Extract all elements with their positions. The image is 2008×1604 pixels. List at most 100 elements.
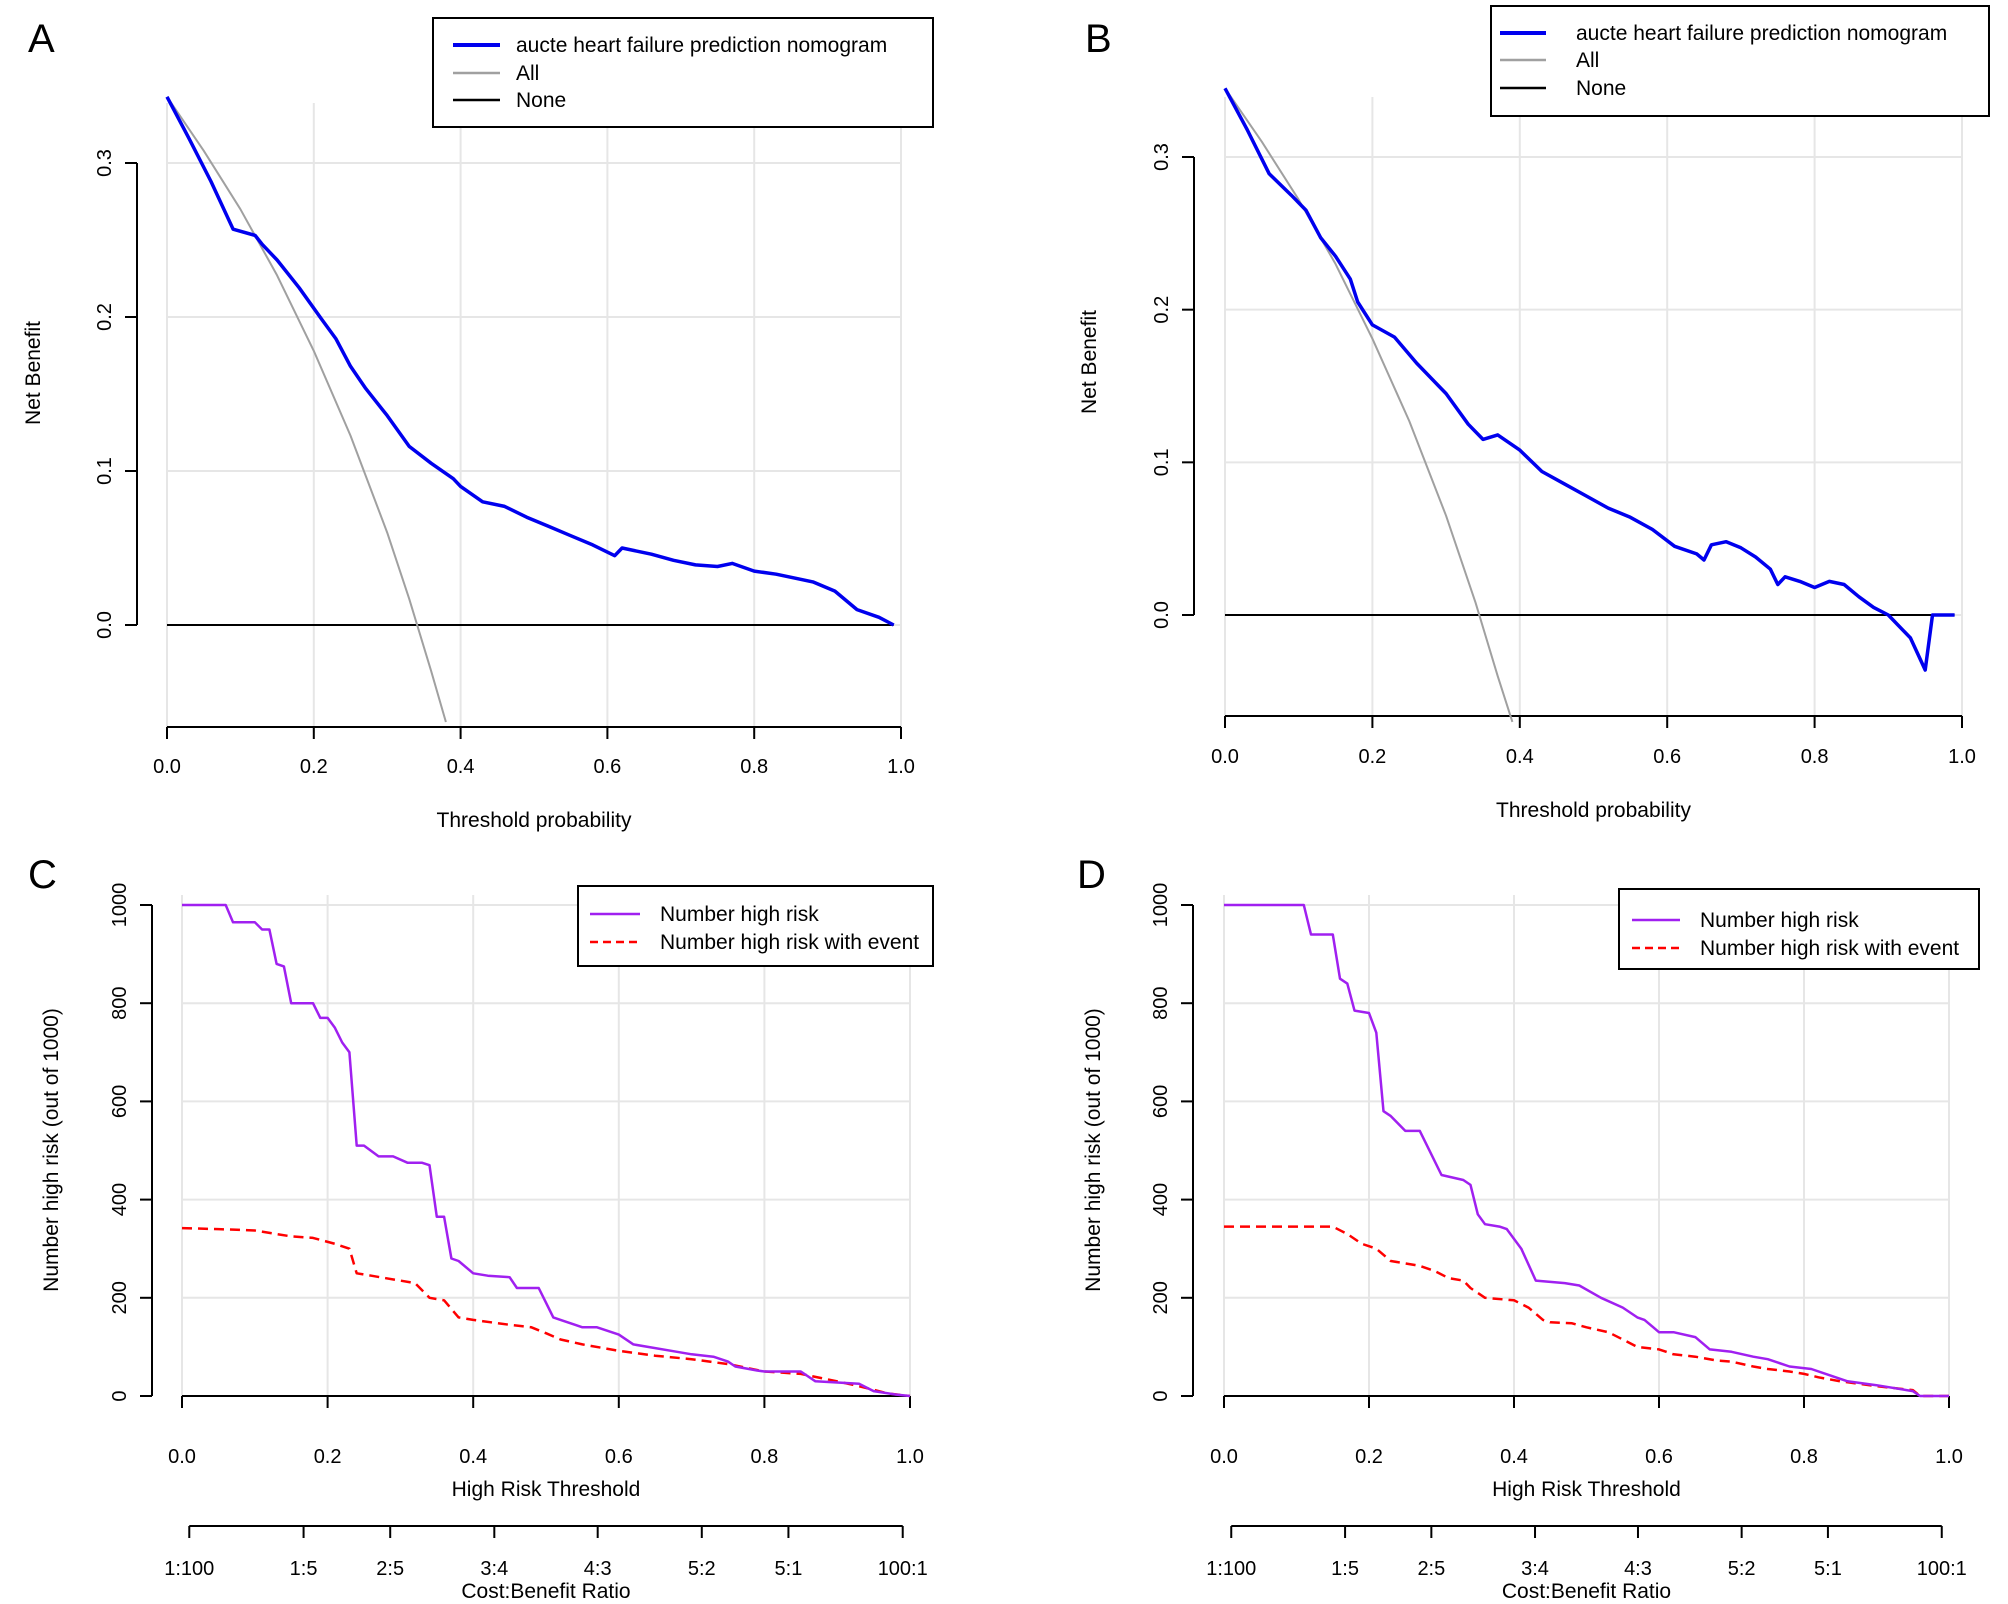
legend-box (577, 885, 934, 967)
legend-label: Number high risk (1700, 909, 1859, 932)
y-tick-label: 0.2 (1151, 296, 1173, 324)
cost-benefit-tick-label: 5:2 (1728, 1558, 1756, 1580)
legend-label: All (516, 62, 539, 85)
y-tick-label: 400 (109, 1183, 131, 1216)
x-axis-title: Threshold probability (437, 809, 632, 832)
y-tick-label: 0 (109, 1390, 131, 1401)
y-tick-label: 200 (1150, 1281, 1172, 1314)
y-tick-label: 0.2 (94, 303, 116, 331)
x-axis: 0.0 0.2 0.4 0.6 0.8 1.0 Threshold probability (153, 726, 915, 832)
y-tick-label: 0 (1150, 1390, 1172, 1401)
y-tick-label: 600 (1150, 1085, 1172, 1118)
y-tick-label: 800 (109, 987, 131, 1020)
x-tick-label: 0.8 (750, 1446, 778, 1468)
cost-benefit-tick-label: 4:3 (584, 1558, 612, 1580)
cost-benefit-tick-label: 1:5 (290, 1558, 318, 1580)
series (1224, 903, 1949, 1398)
x-tick-label: 0.8 (740, 756, 768, 778)
cost-benefit-axis-title: Cost:Benefit Ratio (461, 1580, 630, 1603)
grid (181, 895, 911, 1397)
legend-label: All (1576, 49, 1599, 72)
y-tick-label: 0.1 (94, 457, 116, 485)
x-tick-label: 0.0 (1211, 746, 1239, 768)
legend-label: Number high risk (660, 903, 819, 926)
legend-box (432, 17, 934, 128)
series-line-number-high-risk (182, 903, 911, 1398)
series-line-aucte-heart-failure-prediction-nomogram (1223, 87, 1955, 672)
x-tick-label: 0.0 (168, 1446, 196, 1468)
panel-b: B 0.0 0.1 0.2 0.3 Net Benefit 0.0 0.2 0.4 0.6 0.8 1… (1078, 5, 1990, 822)
x-axis: 0.0 0.2 0.4 0.6 0.8 1.0 Threshold probability (1211, 715, 1976, 822)
cost-benefit-tick-label: 4:3 (1624, 1558, 1652, 1580)
cost-benefit-tick-label: 5:2 (688, 1558, 716, 1580)
x-tick-label: 0.8 (1790, 1446, 1818, 1468)
cost-benefit-tick-label: 2:5 (1417, 1558, 1445, 1580)
x-axis-title: High Risk Threshold (452, 1478, 641, 1501)
grid (166, 103, 902, 733)
x-tick-label: 1.0 (887, 756, 915, 778)
x-tick-label: 0.2 (1358, 746, 1386, 768)
cost-benefit-tick-label: 5:1 (1814, 1558, 1842, 1580)
x-tick-label: 0.4 (447, 756, 475, 778)
series-line-number-high-risk (1224, 903, 1949, 1398)
cost-benefit-tick-label: 100:1 (878, 1558, 928, 1580)
y-axis: 0.0 0.1 0.2 0.3 Net Benefit (1078, 143, 1195, 629)
legend-label: None (1576, 77, 1626, 100)
series (181, 903, 911, 1398)
x-tick-label: 0.2 (300, 756, 328, 778)
legend: aucte heart failure prediction nomogram A… (432, 17, 934, 128)
y-axis: 0.0 0.1 0.2 0.3 Net Benefit (22, 149, 138, 639)
y-axis: 0 200 400 600 800 1000 Number high risk (out o… (1082, 883, 1194, 1402)
y-tick-label: 0.3 (1151, 143, 1173, 171)
y-axis-title: Number high risk (out of 1000) (40, 1008, 63, 1292)
panel-d: D 0 200 400 600 800 1000 Number high risk (out … (1077, 853, 1980, 1603)
cost-benefit-tick-label: 3:4 (1521, 1558, 1549, 1580)
y-tick-label: 0.3 (94, 149, 116, 177)
cost-benefit-tick-label: 2:5 (376, 1558, 404, 1580)
grid (1223, 895, 1950, 1397)
panel-letter: B (1085, 17, 1112, 61)
y-tick-label: 600 (109, 1085, 131, 1118)
y-axis-title: Net Benefit (1078, 310, 1101, 414)
cost-benefit-axis: 1:100 1:5 2:5 3:4 4:3 5:2 5:1 100:1 Cost:Benefit… (1206, 1525, 1967, 1603)
series-line-all (1224, 87, 1514, 723)
legend-label: None (516, 89, 566, 112)
x-tick-label: 0.8 (1801, 746, 1829, 768)
x-tick-label: 1.0 (1935, 1446, 1963, 1468)
panel-a: A 0.0 0.1 0.2 0.3 Net Benefit 0.0 0.2 0.4 0.6 0.8 1… (22, 17, 934, 832)
legend-label: Number high risk with event (1700, 937, 1959, 960)
x-tick-label: 1.0 (1948, 746, 1976, 768)
x-tick-label: 0.6 (605, 1446, 633, 1468)
y-axis: 0 200 400 600 800 1000 Number high risk (out o… (40, 883, 153, 1402)
x-tick-label: 0.4 (1500, 1446, 1528, 1468)
x-tick-label: 0.0 (153, 756, 181, 778)
x-tick-label: 0.6 (593, 756, 621, 778)
cost-benefit-axis: 1:100 1:5 2:5 3:4 4:3 5:2 5:1 100:1 Cost:Benefit… (164, 1525, 928, 1603)
cost-benefit-axis-title: Cost:Benefit Ratio (1502, 1580, 1671, 1603)
y-tick-label: 0.0 (94, 611, 116, 639)
x-tick-label: 0.6 (1653, 746, 1681, 768)
x-axis-title: High Risk Threshold (1492, 1478, 1681, 1501)
legend-box (1618, 888, 1980, 970)
x-tick-label: 0.0 (1210, 1446, 1238, 1468)
x-tick-label: 1.0 (896, 1446, 924, 1468)
series-line-number-high-risk-with-event (1224, 1225, 1949, 1398)
series-line-number-high-risk-with-event (181, 1226, 911, 1398)
y-tick-label: 800 (1150, 987, 1172, 1020)
y-tick-label: 200 (109, 1281, 131, 1314)
legend-label: aucte heart failure prediction nomogram (1576, 22, 1947, 45)
cost-benefit-tick-label: 1:100 (1206, 1558, 1256, 1580)
x-tick-label: 0.4 (1506, 746, 1534, 768)
legend-label: Number high risk with event (660, 931, 919, 954)
legend-label: aucte heart failure prediction nomogram (516, 34, 887, 57)
x-axis: 0.0 0.2 0.4 0.6 0.8 1.0 High Risk Threshold (1210, 1395, 1963, 1501)
x-axis-title: Threshold probability (1496, 799, 1691, 822)
series-line-all (166, 96, 447, 723)
panel-letter: C (28, 853, 57, 897)
panel-c: C 0 200 400 600 800 1000 Number high risk (out … (28, 853, 934, 1603)
y-axis-title: Net Benefit (22, 321, 45, 425)
cost-benefit-tick-label: 3:4 (480, 1558, 508, 1580)
series (1223, 87, 1955, 723)
y-tick-label: 0.0 (1151, 601, 1173, 629)
